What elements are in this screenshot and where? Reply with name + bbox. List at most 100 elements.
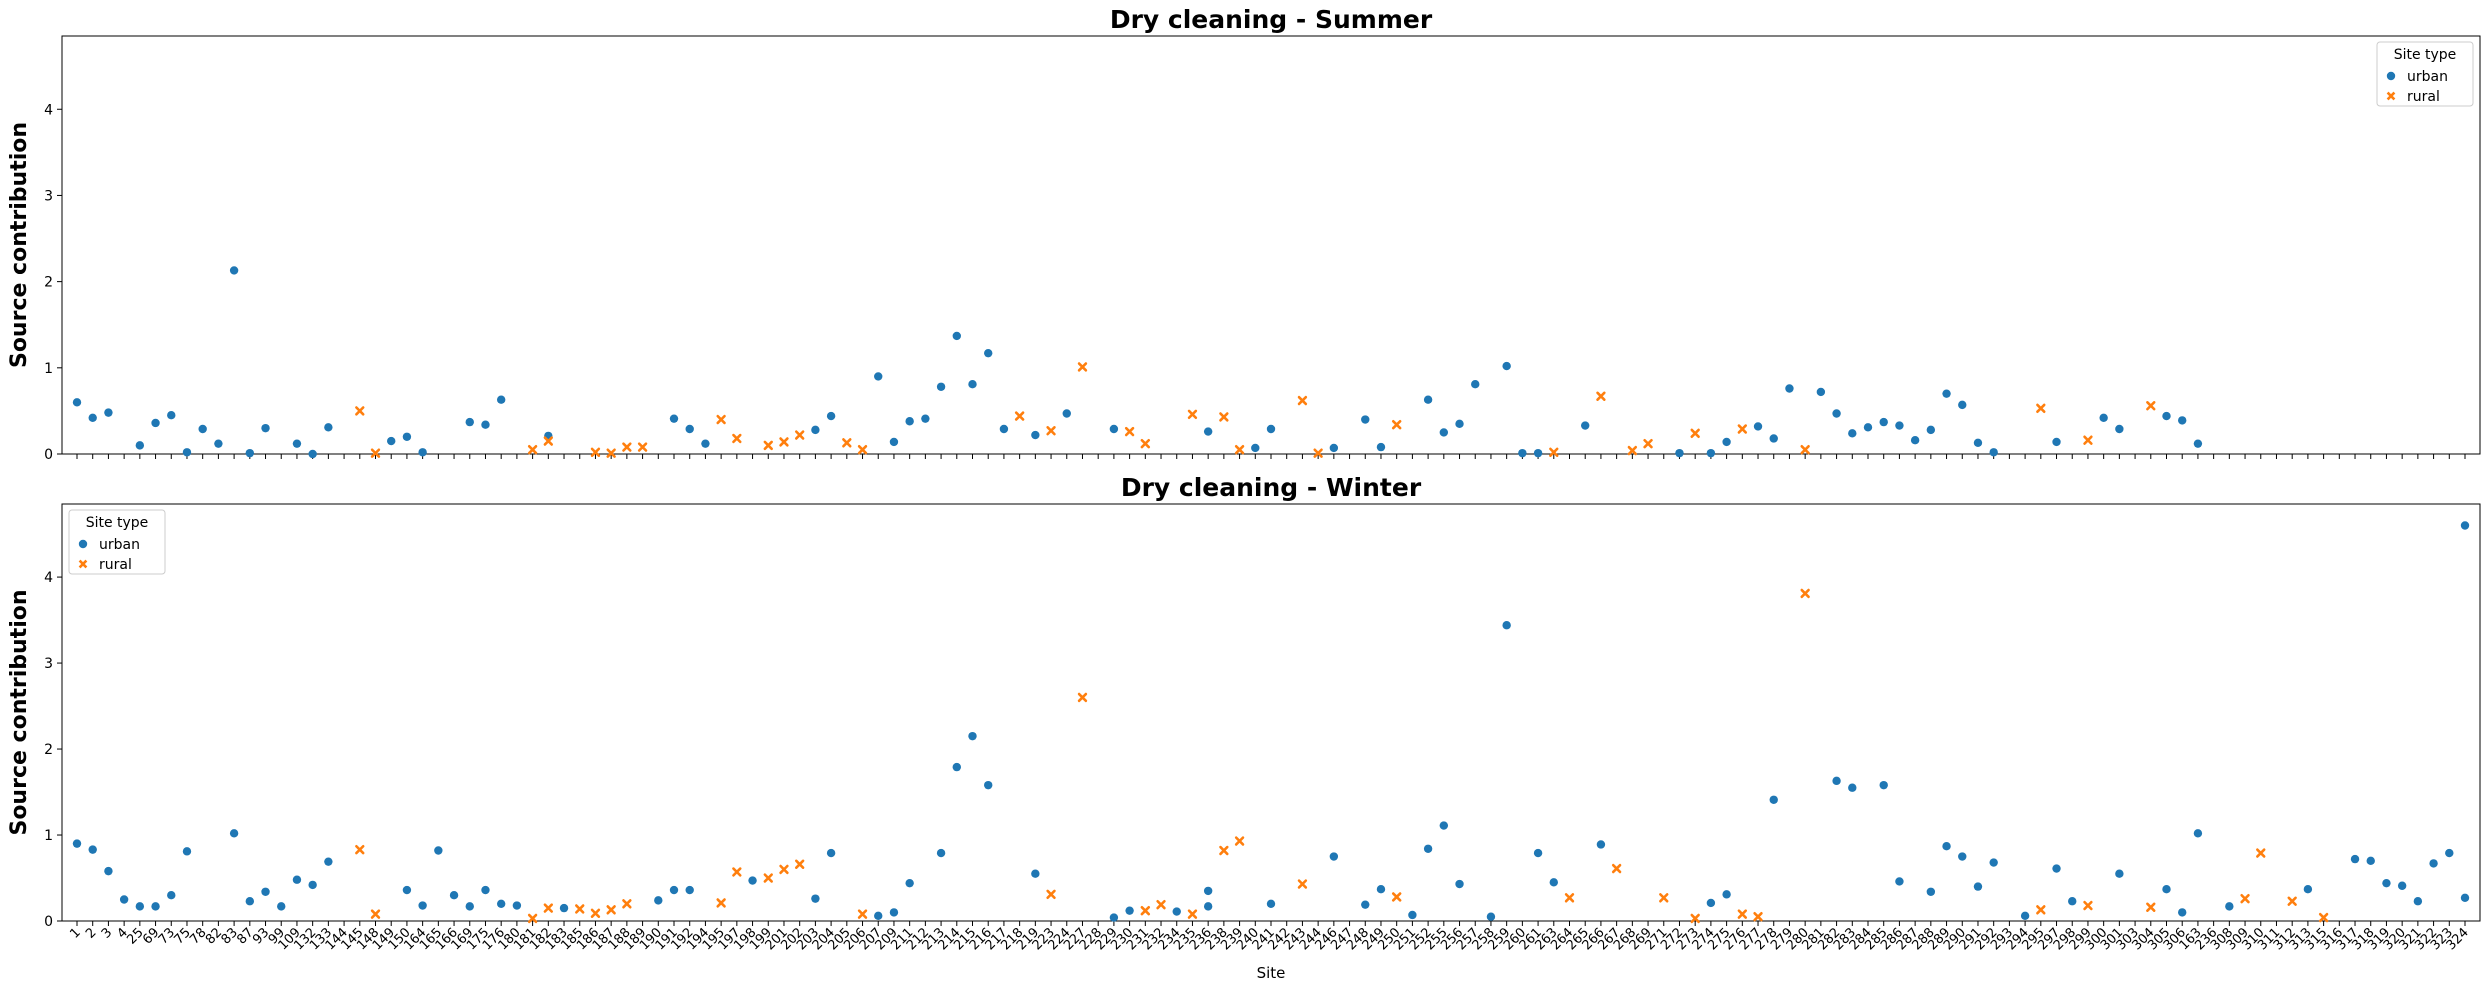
point-urban bbox=[811, 894, 820, 903]
point-urban bbox=[182, 448, 192, 457]
point-urban bbox=[512, 901, 522, 910]
point-urban bbox=[1361, 900, 1370, 909]
point-urban bbox=[685, 885, 694, 895]
point-rural bbox=[590, 447, 601, 457]
point-urban bbox=[701, 439, 710, 448]
point-urban bbox=[2020, 911, 2030, 921]
point-urban bbox=[1423, 844, 1433, 853]
point-urban bbox=[1502, 361, 1511, 371]
point-rural bbox=[1187, 909, 1198, 919]
legend-title: Site type bbox=[86, 515, 149, 531]
point-urban bbox=[811, 425, 820, 435]
point-urban bbox=[198, 424, 207, 434]
point-urban bbox=[1973, 882, 1983, 891]
point-urban bbox=[1706, 448, 1716, 458]
panel-winter: Dry cleaning - Winter Source contribution… bbox=[7, 473, 2481, 982]
legend: Site type urban rural bbox=[2376, 41, 2474, 107]
point-urban bbox=[1942, 389, 1951, 398]
point-rural bbox=[1046, 426, 1056, 436]
point-rural bbox=[527, 444, 538, 455]
point-rural bbox=[1140, 438, 1151, 449]
point-urban bbox=[1895, 877, 1904, 886]
point-urban bbox=[261, 887, 270, 896]
point-urban bbox=[874, 372, 883, 381]
point-rural bbox=[2287, 896, 2297, 906]
point-rural bbox=[637, 442, 648, 452]
point-urban bbox=[2366, 856, 2375, 866]
point-rural bbox=[1219, 845, 1229, 856]
point-urban bbox=[1722, 437, 1731, 447]
y-tick-label: 0 bbox=[44, 914, 53, 930]
point-rural bbox=[606, 905, 616, 915]
point-rural bbox=[543, 903, 554, 913]
point-rural bbox=[1187, 409, 1198, 420]
point-rural bbox=[1046, 889, 1056, 900]
y-tick-label: 3 bbox=[44, 656, 53, 672]
legend-marker-rural bbox=[78, 559, 88, 569]
point-urban bbox=[1518, 448, 1527, 458]
point-rural bbox=[1077, 362, 1088, 372]
point-urban bbox=[1958, 852, 1967, 861]
point-urban bbox=[1266, 424, 1276, 434]
point-urban bbox=[1109, 913, 1119, 922]
y-tick-label: 0 bbox=[44, 447, 53, 463]
point-urban bbox=[277, 902, 286, 911]
point-rural bbox=[1140, 905, 1151, 916]
point-urban bbox=[1031, 430, 1040, 440]
point-urban bbox=[1361, 415, 1370, 424]
point-rural bbox=[1643, 438, 1653, 449]
point-urban bbox=[1816, 387, 1826, 397]
point-urban bbox=[104, 866, 113, 876]
point-urban bbox=[1423, 395, 1433, 404]
y-tick-label: 2 bbox=[44, 742, 53, 758]
point-rural bbox=[779, 437, 789, 447]
point-urban bbox=[72, 839, 82, 848]
point-urban bbox=[261, 423, 270, 433]
point-urban bbox=[2225, 902, 2234, 911]
point-rural bbox=[2036, 403, 2046, 414]
point-urban bbox=[151, 902, 160, 911]
x-tick-label: 3 bbox=[99, 925, 115, 941]
point-rural bbox=[2083, 900, 2093, 911]
point-urban bbox=[1533, 848, 1543, 858]
point-urban bbox=[2068, 897, 2077, 906]
point-urban bbox=[669, 885, 679, 895]
point-urban bbox=[2460, 521, 2470, 530]
point-urban bbox=[826, 848, 836, 858]
panel-summer: Dry cleaning - Summer Source contribution… bbox=[7, 5, 2481, 463]
point-rural bbox=[842, 438, 852, 448]
chart-title: Dry cleaning - Summer bbox=[1110, 5, 1433, 34]
point-urban bbox=[245, 448, 255, 458]
point-urban bbox=[984, 348, 993, 358]
point-urban bbox=[2460, 893, 2470, 902]
point-urban bbox=[654, 896, 663, 905]
legend-entry: rural bbox=[2407, 89, 2440, 105]
point-rural bbox=[2146, 902, 2156, 912]
point-urban bbox=[1549, 878, 1558, 887]
point-urban bbox=[1863, 423, 1873, 432]
point-urban bbox=[968, 731, 977, 741]
point-urban bbox=[952, 762, 961, 772]
point-urban bbox=[214, 439, 223, 448]
point-rural bbox=[1391, 892, 1402, 902]
point-rural bbox=[1297, 395, 1308, 406]
chart-title: Dry cleaning - Winter bbox=[1121, 473, 1422, 502]
point-rural bbox=[716, 414, 726, 425]
y-axis-label: Source contribution bbox=[7, 122, 32, 368]
point-urban bbox=[151, 418, 160, 428]
point-urban bbox=[2162, 411, 2171, 421]
point-urban bbox=[324, 857, 333, 866]
point-rural bbox=[716, 898, 726, 908]
point-rural bbox=[1564, 893, 1575, 903]
point-urban bbox=[748, 876, 757, 885]
point-urban bbox=[182, 847, 192, 856]
point-urban bbox=[229, 829, 239, 838]
point-urban bbox=[72, 398, 82, 407]
point-rural bbox=[543, 436, 554, 446]
point-rural bbox=[1014, 411, 1025, 421]
point-urban bbox=[1251, 443, 1260, 453]
plot-frame bbox=[61, 35, 2481, 455]
point-urban bbox=[905, 417, 914, 426]
point-rural bbox=[622, 899, 632, 909]
